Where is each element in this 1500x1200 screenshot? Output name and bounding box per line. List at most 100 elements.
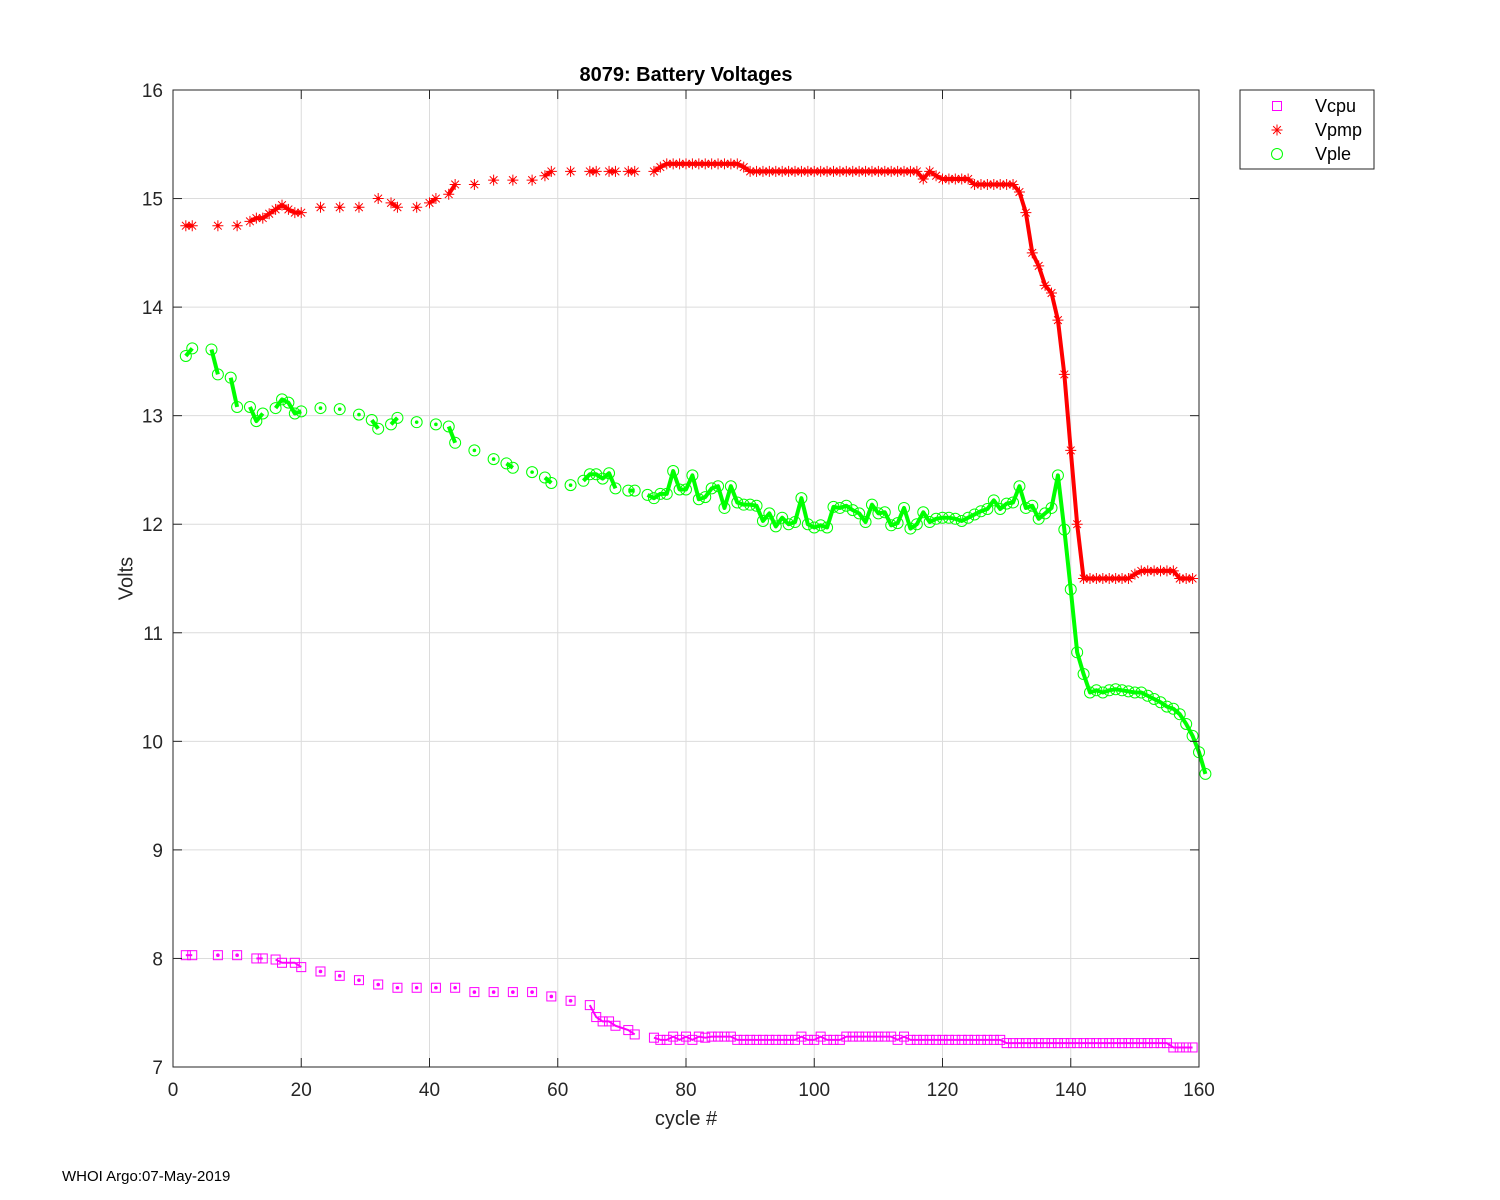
vple-point [429, 418, 442, 431]
vcpu-point [1104, 1038, 1115, 1049]
vcpu-point [700, 1032, 711, 1043]
vple-point [1096, 686, 1109, 699]
y-tick-label: 15 [142, 190, 163, 211]
x-tick-label: 0 [168, 1080, 179, 1101]
vcpu-point [1142, 1038, 1153, 1049]
vcpu-point [1014, 1038, 1025, 1049]
vple-point [487, 453, 500, 466]
vpmp-point [488, 174, 500, 186]
vple-dot [414, 420, 419, 424]
y-tick-label: 14 [142, 298, 164, 319]
vpmp-point [988, 178, 1000, 190]
vcpu-point [584, 1000, 595, 1011]
vpmp-point [1084, 573, 1096, 584]
vple-point [410, 416, 423, 429]
vcpu-point [899, 1031, 910, 1042]
vple-point [968, 508, 981, 521]
vpmp-point [507, 174, 519, 186]
vcpu-dot [549, 994, 554, 999]
vcpu-point [674, 1034, 685, 1045]
vpmp-point [1155, 565, 1167, 577]
vple-point [917, 506, 930, 519]
legend-box [1239, 89, 1375, 170]
vpmp-point [257, 212, 269, 224]
vple-point [205, 343, 218, 356]
vpmp-point [949, 173, 961, 185]
vcpu-point [212, 950, 223, 961]
vcpu-dot [453, 985, 457, 990]
legend-label-vpmp: Vpmp [1315, 120, 1362, 140]
vcpu-point [988, 1034, 999, 1045]
vcpu-point [1033, 1038, 1044, 1049]
vcpu-point [1174, 1042, 1185, 1053]
vple-line [209, 348, 220, 375]
vpmp-point [975, 178, 987, 190]
vple-point [1083, 686, 1096, 699]
vple-point [808, 521, 821, 534]
vple-point [179, 349, 192, 362]
vcpu-point [1001, 1038, 1012, 1049]
vple-point [231, 400, 244, 413]
vple-point [603, 467, 616, 480]
vpmp-point [1167, 565, 1179, 577]
vple-point [776, 511, 789, 524]
vcpu-point [392, 982, 403, 993]
vple-point [712, 480, 725, 493]
vcpu-point [507, 987, 518, 998]
vpmp-point [424, 197, 435, 209]
vple-point [1116, 684, 1129, 697]
vple-point [1154, 696, 1167, 709]
vpmp-point [231, 220, 243, 232]
vpmp-point [411, 201, 423, 213]
vcpu-point [732, 1034, 743, 1045]
vple-point [744, 498, 757, 511]
vcpu-point [277, 957, 288, 968]
x-tick-label: 140 [1055, 1080, 1087, 1101]
vple-point [468, 444, 481, 457]
vpmp-point [629, 165, 641, 177]
series-vcpu [180, 950, 1198, 1053]
vcpu-point [251, 953, 262, 964]
vcpu-point [751, 1034, 762, 1045]
vpmp-point [430, 193, 442, 205]
vcpu-point [648, 1032, 659, 1043]
vpmp-point [879, 165, 891, 177]
x-tick-label: 160 [1183, 1080, 1215, 1101]
vple-dot [568, 483, 573, 487]
vple-dot [491, 457, 496, 461]
legend-label-vple: Vple [1315, 144, 1351, 164]
vple-point [449, 436, 462, 449]
vcpu-point [1168, 1042, 1179, 1053]
vpmp-point [872, 165, 884, 177]
vcpu-point [687, 1034, 698, 1045]
vcpu-point [963, 1034, 974, 1045]
vcpu-dot [337, 974, 342, 978]
vple-point [769, 520, 782, 533]
vcpu-point [469, 987, 480, 998]
vcpu-point [296, 962, 307, 973]
vcpu-point [1027, 1038, 1038, 1049]
vple-point [1064, 583, 1077, 596]
vpmp-point [212, 220, 224, 232]
vcpu-line [588, 1004, 636, 1036]
vpmp-point [840, 165, 852, 177]
vple-point [186, 342, 199, 355]
y-tick-label: 10 [142, 732, 163, 753]
x-tick-label: 40 [419, 1080, 440, 1101]
vpmp-point [693, 158, 705, 170]
vple-point [500, 457, 513, 470]
vple-dot [434, 422, 438, 427]
vpmp-point [969, 178, 981, 190]
vple-point [1160, 700, 1173, 713]
vpmp-point [1020, 207, 1032, 219]
legend-label-vcpu: Vcpu [1315, 96, 1356, 116]
vple-point [211, 368, 224, 381]
vple-point [705, 482, 718, 495]
x-tick-label: 20 [291, 1080, 312, 1101]
vple-point [756, 514, 769, 527]
vcpu-dot [530, 990, 534, 994]
legend: Vcpu Vpmp Vple [1239, 89, 1375, 170]
vpmp-point [1046, 287, 1058, 299]
vcpu-point [937, 1034, 948, 1045]
vpmp-point [1122, 573, 1134, 584]
